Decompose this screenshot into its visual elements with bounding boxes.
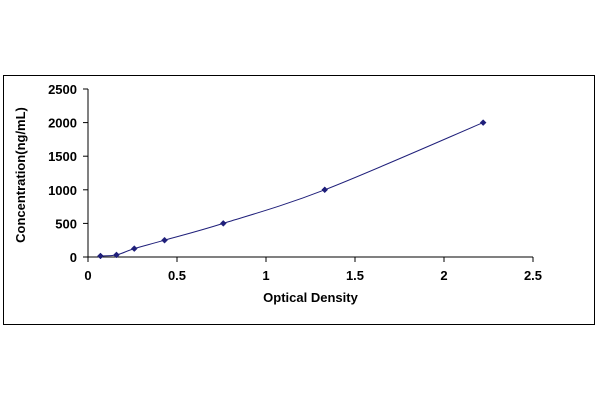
x-tick-label: 0 xyxy=(84,268,91,283)
x-axis-title: Optical Density xyxy=(263,290,358,305)
x-tick-label: 1.5 xyxy=(346,268,364,283)
y-tick-label: 2000 xyxy=(48,116,77,131)
y-tick-label: 2500 xyxy=(48,82,77,97)
data-point xyxy=(219,220,227,227)
data-points xyxy=(97,119,487,260)
data-point xyxy=(130,245,138,252)
x-tick-label: 2.5 xyxy=(524,268,542,283)
axes xyxy=(83,88,534,262)
data-point xyxy=(113,251,120,259)
data-point xyxy=(161,236,168,244)
x-tick-label: 0.5 xyxy=(168,268,186,283)
data-point xyxy=(97,252,104,260)
tick-labels: 0 500 1000 1500 2000 2500 0 0.5 1 1.5 2 2.5 xyxy=(48,82,542,283)
y-tick-label: 1500 xyxy=(48,149,77,164)
y-tick-label: 0 xyxy=(70,250,77,265)
y-tick-label: 500 xyxy=(55,216,77,231)
trend-line xyxy=(100,122,484,257)
data-point xyxy=(479,119,487,126)
y-axis-title: Concentration(ng/mL) xyxy=(13,107,28,243)
data-point xyxy=(321,186,329,194)
x-tick-label: 2 xyxy=(440,268,447,283)
x-tick-label: 1 xyxy=(262,268,269,283)
chart-frame xyxy=(3,75,595,325)
y-tick-label: 1000 xyxy=(48,183,77,198)
